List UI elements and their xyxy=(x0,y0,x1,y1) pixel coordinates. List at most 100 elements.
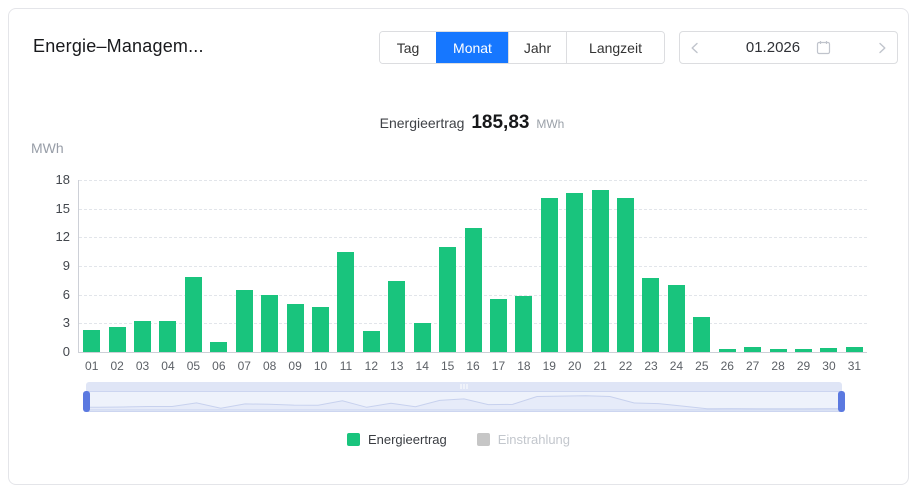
selected-month-value[interactable]: 01.2026 xyxy=(745,39,801,56)
month-picker[interactable]: 01.2026 xyxy=(679,31,898,64)
bar-day-14[interactable] xyxy=(413,323,431,352)
datazoom-left-handle[interactable] xyxy=(83,391,90,412)
bar-band xyxy=(511,180,536,352)
bar-day-01[interactable] xyxy=(83,330,101,352)
calendar-icon[interactable] xyxy=(816,40,831,55)
y-axis-tick-label: 3 xyxy=(62,315,70,331)
bar-day-12[interactable] xyxy=(362,330,380,352)
x-axis-label: 02 xyxy=(110,359,124,373)
x-axis-label: 04 xyxy=(161,359,175,373)
bar-day-21[interactable] xyxy=(591,189,609,352)
bar-band xyxy=(232,180,257,352)
bar-band xyxy=(409,180,434,352)
bar-day-22[interactable] xyxy=(617,198,635,352)
datazoom-data-profile xyxy=(86,395,842,411)
bar-band xyxy=(613,180,638,352)
x-axis-label: 05 xyxy=(186,359,201,373)
bar-day-09[interactable] xyxy=(286,304,304,352)
legend-item-einstrahlung[interactable]: Einstrahlung xyxy=(476,432,570,447)
bar-band xyxy=(79,180,104,352)
next-month-button[interactable] xyxy=(867,32,897,63)
x-axis-label: 11 xyxy=(339,359,353,373)
bar-day-19[interactable] xyxy=(540,198,558,352)
tab-tag[interactable]: Tag xyxy=(380,32,436,63)
bar-day-26[interactable] xyxy=(718,349,736,352)
bar-band xyxy=(308,180,333,352)
x-axis-label: 16 xyxy=(466,359,480,373)
x-axis-label: 22 xyxy=(618,359,633,373)
chart-total-label: Energieertrag xyxy=(379,115,465,131)
gridline xyxy=(79,180,867,181)
chart-total-value: 185,83 xyxy=(471,112,530,133)
bar-band xyxy=(333,180,358,352)
legend-swatch-green xyxy=(346,433,360,446)
bar-band xyxy=(638,180,663,352)
x-axis-label: 21 xyxy=(593,359,607,373)
bar-day-02[interactable] xyxy=(108,327,126,352)
bar-day-04[interactable] xyxy=(159,321,177,352)
bar-day-29[interactable] xyxy=(795,349,813,352)
bar-band xyxy=(384,180,409,352)
datazoom-slider[interactable] xyxy=(83,382,845,412)
bar-band xyxy=(842,180,867,352)
bar-day-11[interactable] xyxy=(337,251,355,352)
bar-day-03[interactable] xyxy=(134,321,152,352)
bar-band xyxy=(740,180,765,352)
y-axis-tick-label: 6 xyxy=(62,286,70,302)
bar-day-23[interactable] xyxy=(642,278,660,352)
x-axis-label: 20 xyxy=(568,359,582,373)
bar-day-05[interactable] xyxy=(184,277,202,352)
legend-item-energieertrag[interactable]: Energieertrag xyxy=(346,432,447,447)
bar-day-18[interactable] xyxy=(515,295,533,352)
y-axis-unit-label: MWh xyxy=(31,140,64,156)
legend-label: Energieertrag xyxy=(367,432,447,447)
x-axis-labels: 01 02 03 04 05 06 07 08 09 10 11 12 13 14 15 16 17 18 19 20… xyxy=(79,359,867,373)
x-axis-label: 29 xyxy=(796,359,811,373)
bar-day-20[interactable] xyxy=(566,193,584,352)
bar-band xyxy=(104,180,129,352)
x-axis-label: 08 xyxy=(262,359,277,373)
bar-day-24[interactable] xyxy=(667,285,685,352)
tab-langzeit[interactable]: Langzeit xyxy=(566,32,664,63)
x-axis-label: 19 xyxy=(542,359,556,373)
prev-month-button[interactable] xyxy=(680,32,710,63)
datazoom-track[interactable] xyxy=(86,391,842,412)
datazoom-move-handle[interactable] xyxy=(86,382,842,391)
x-axis-label: 28 xyxy=(771,359,785,373)
y-axis-tick-label: 15 xyxy=(55,200,70,216)
x-axis-label: 31 xyxy=(847,359,862,373)
bar-day-10[interactable] xyxy=(312,307,329,352)
x-axis-label: 25 xyxy=(695,359,709,373)
period-tab-group: Tag Monat Jahr Langzeit xyxy=(379,31,665,64)
bar-band xyxy=(664,180,689,352)
bar-day-08[interactable] xyxy=(261,294,279,352)
bar-day-17[interactable] xyxy=(489,298,507,352)
bar-day-15[interactable] xyxy=(439,246,457,352)
y-axis-tick-label: 18 xyxy=(55,172,70,187)
energy-management-card: Energie–Managem... Tag Monat Jahr Langze… xyxy=(8,8,909,485)
x-axis-label: 10 xyxy=(313,359,328,373)
x-axis-label: 15 xyxy=(440,359,455,373)
bar-day-16[interactable] xyxy=(464,227,482,352)
x-axis-label: 13 xyxy=(390,359,404,373)
bar-day-06[interactable] xyxy=(210,342,228,352)
bar-day-30[interactable] xyxy=(820,348,838,352)
bar-day-27[interactable] xyxy=(744,347,762,352)
bar-band xyxy=(816,180,841,352)
bar-day-07[interactable] xyxy=(235,289,253,352)
bar-day-31[interactable] xyxy=(845,347,863,352)
chart-total-unit: MWh xyxy=(536,117,565,131)
bar-band xyxy=(587,180,612,352)
bar-band xyxy=(257,180,282,352)
tab-monat[interactable]: Monat xyxy=(436,32,508,63)
bar-chart-plot-area: 0 3 6 9 12 15 18 01 02 03 04 05 06 07 08 09 10 11 12 13 14 1… xyxy=(56,172,867,373)
tab-jahr[interactable]: Jahr xyxy=(508,32,566,63)
bar-day-25[interactable] xyxy=(693,316,711,352)
bar-day-13[interactable] xyxy=(388,281,406,352)
bar-day-28[interactable] xyxy=(769,349,787,352)
bar-band xyxy=(791,180,816,352)
chart-legend: Energieertrag Einstrahlung xyxy=(9,432,908,447)
bar-band xyxy=(282,180,307,352)
x-axis-label: 09 xyxy=(288,359,302,373)
datazoom-right-handle[interactable] xyxy=(838,391,845,412)
